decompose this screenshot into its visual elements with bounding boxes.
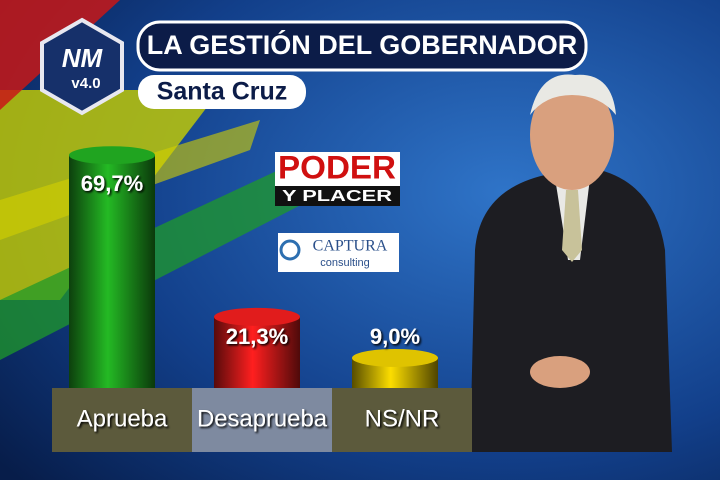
pollster-icon <box>279 239 301 261</box>
bar <box>214 316 300 388</box>
logo-text: NM <box>62 43 104 73</box>
logo: NM v4.0 <box>40 17 124 116</box>
chart-title: LA GESTIÓN DEL GOBERNADOR <box>147 29 578 60</box>
sponsor-box <box>275 186 400 206</box>
value-label: 9,0% <box>370 324 420 349</box>
value-label: 21,3% <box>226 324 288 349</box>
x-tick-label: Aprueba <box>77 405 168 432</box>
bar <box>69 155 155 388</box>
bar-top <box>214 307 300 326</box>
x-tick-label: Desaprueba <box>197 405 328 432</box>
value-label: 69,7% <box>81 171 143 196</box>
x-tick-label: NS/NR <box>365 405 440 432</box>
person <box>470 74 672 452</box>
category-panel <box>332 388 472 452</box>
category-panel <box>52 388 192 452</box>
title-pill <box>136 20 588 72</box>
logo-version: v4.0 <box>71 75 100 92</box>
bar-top <box>69 146 155 165</box>
sponsor-box <box>275 152 400 186</box>
bar-top <box>352 348 438 367</box>
pollster-sub: consulting <box>320 257 370 269</box>
plot: 69,7% Aprueba 21,3% Desaprueba 9,0% NS/NR <box>52 146 472 452</box>
subtitle-pill <box>138 75 306 109</box>
pollster: CAPTURA <box>313 238 388 255</box>
sponsor-top: PODER <box>278 149 396 185</box>
chart-subtitle: Santa Cruz <box>157 78 288 106</box>
category-panel <box>192 388 332 452</box>
sponsor-bottom: Y PLACER <box>282 188 393 205</box>
